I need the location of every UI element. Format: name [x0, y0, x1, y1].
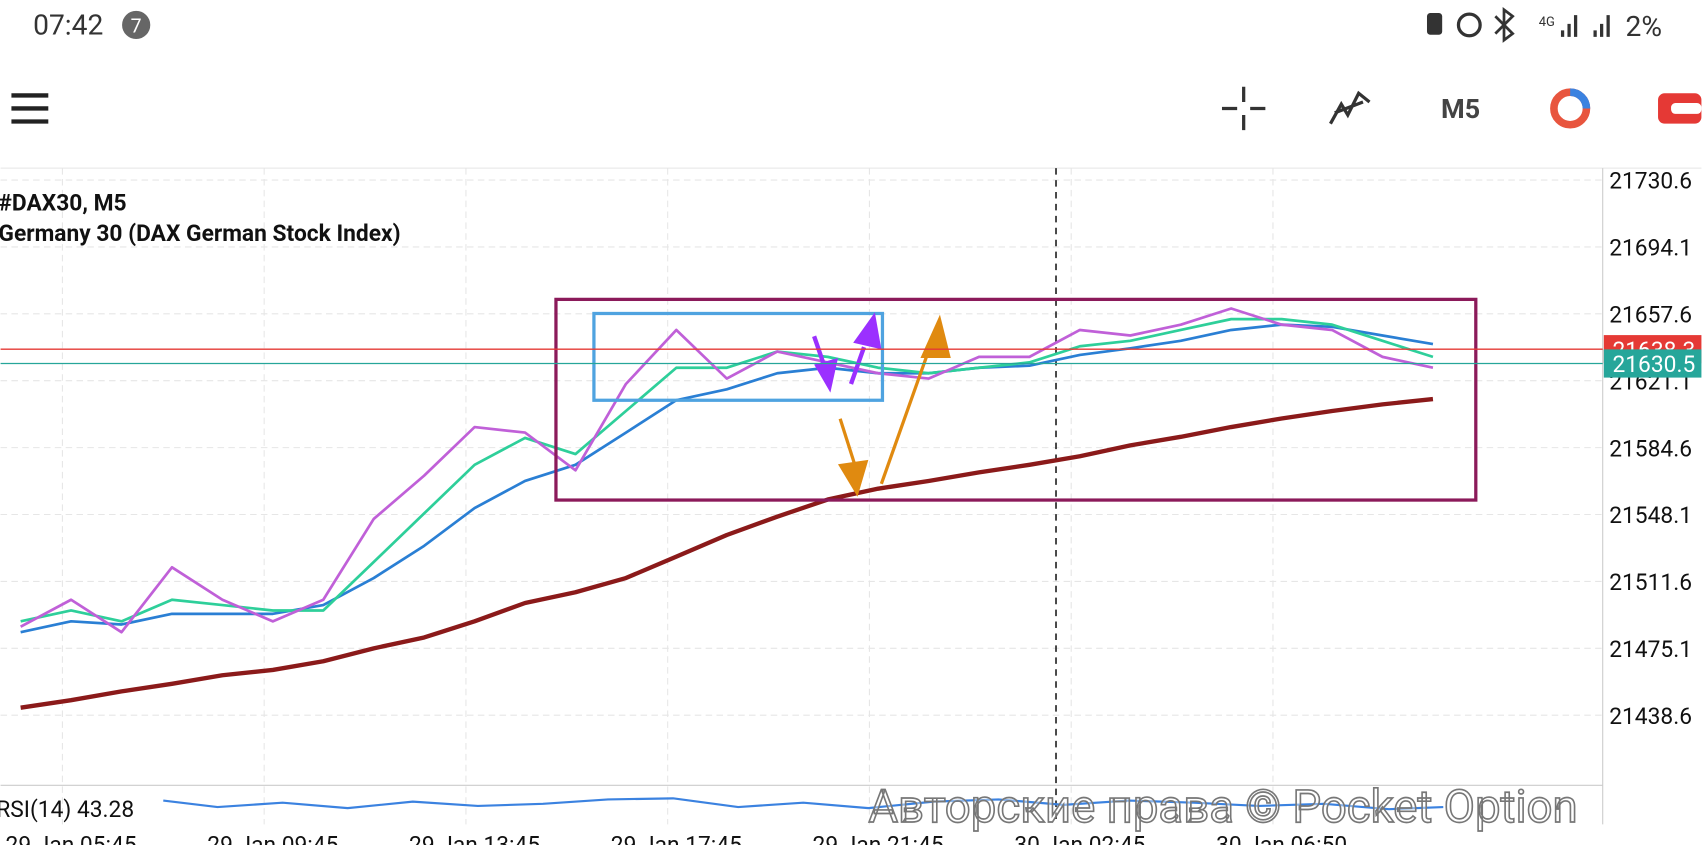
- rsi-label: RSI(14) 43.28: [0, 796, 134, 823]
- icon-signal: [1560, 15, 1610, 37]
- x-tick-label: 29 Jan 17:45: [611, 832, 742, 845]
- range-box: [554, 297, 1478, 502]
- arrow-up-purple: [848, 346, 867, 385]
- watermark: Авторские права © Pocket Option: [868, 781, 1577, 834]
- arrow-head: [837, 459, 869, 497]
- arrow-down-orange: [838, 418, 857, 467]
- x-tick-label: 29 Jan 05:45: [6, 832, 137, 845]
- price-lines: 21638.321630.5: [0, 335, 1702, 378]
- notification-badge: [122, 10, 151, 40]
- series-line: [20, 307, 1434, 634]
- chart-subtitle: Germany 30 (DAX German Stock Index): [0, 220, 401, 247]
- x-tick-label: 29 Jan 09:45: [207, 832, 338, 845]
- series-lines: [20, 307, 1434, 710]
- trade-button-inner: [1671, 103, 1702, 114]
- y-tick-label: 21475.1: [1609, 636, 1692, 663]
- arrow-head: [853, 312, 882, 350]
- series-line: [20, 317, 1434, 623]
- y-tick-label: 21548.1: [1609, 502, 1692, 529]
- y-tick-label: 21511.6: [1609, 569, 1692, 596]
- x-tick-label: 30 Jan 02:45: [1014, 832, 1145, 845]
- series-line: [20, 396, 1434, 710]
- y-tick-label: 21657.6: [1609, 302, 1692, 329]
- status-network: 4G: [1539, 15, 1555, 30]
- y-tick-label: 21438.6: [1609, 703, 1692, 730]
- price-tag-label: 21630.5: [1612, 351, 1695, 378]
- y-tick-label: 21584.6: [1609, 435, 1692, 462]
- icon-clock: [1456, 12, 1482, 38]
- x-tick-label: 29 Jan 21:45: [813, 832, 944, 845]
- rsi-line: [163, 797, 1444, 811]
- consolidation-box: [592, 311, 885, 402]
- grid: 21730.621694.121657.621621.121584.621548…: [0, 168, 1692, 825]
- notification-count: 7: [131, 15, 142, 38]
- arrow-head: [814, 357, 838, 393]
- status-battery: 2%: [1625, 10, 1662, 43]
- price-tag: [1603, 349, 1702, 378]
- timeframe-button[interactable]: M5: [1441, 93, 1480, 125]
- x-tick-label: 29 Jan 13:45: [409, 832, 540, 845]
- crosshair-button[interactable]: [1221, 86, 1266, 131]
- x-tick-label: 30 Jan 06:50: [1216, 832, 1347, 845]
- arrow-head: [920, 314, 951, 358]
- y-tick-label: 21730.6: [1609, 168, 1692, 195]
- menu-button[interactable]: [11, 93, 49, 124]
- indicators-button[interactable]: [1329, 90, 1371, 125]
- icon-alarm: [1426, 13, 1443, 35]
- arrow-up-orange: [879, 348, 931, 485]
- x-axis: 29 Jan 05:45 29 Jan 09:45 29 Jan 13:45 29 J…: [6, 832, 1348, 845]
- icon-bluetooth: [1494, 7, 1515, 43]
- chart-type-accent: [1569, 88, 1591, 109]
- y-tick-label: 21694.1: [1609, 235, 1692, 262]
- chart-title: #DAX30, M5: [0, 189, 127, 216]
- status-time: 07:42: [33, 9, 103, 42]
